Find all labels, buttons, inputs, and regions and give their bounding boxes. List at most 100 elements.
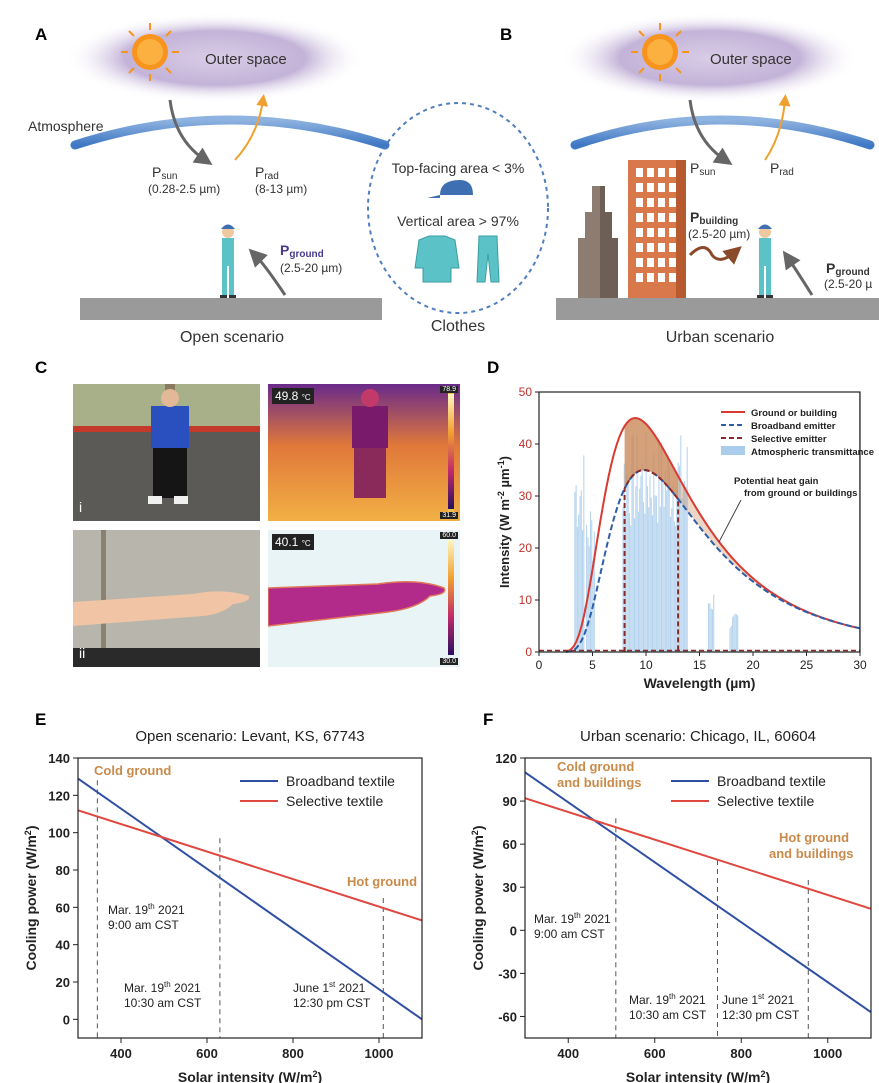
y-tick-label: 100 [48, 826, 70, 841]
series-selective-emitter [623, 469, 680, 652]
plot-frame [77, 757, 423, 1039]
sun-icon-b [631, 23, 689, 81]
transmittance-bar [708, 603, 710, 652]
thermal-arm-graphic [268, 581, 446, 627]
atmosphere-label: Atmosphere [28, 118, 104, 134]
thermal-scale-bar-ii [448, 540, 454, 655]
legend-label: Atmospheric transmittance [751, 447, 874, 458]
building-window [658, 168, 665, 177]
y-tick-label: 40 [519, 437, 533, 451]
series-selective-textile [524, 797, 872, 910]
plot-frame [524, 757, 872, 1039]
psun-arrow-a [168, 99, 213, 165]
transmittance-bar [657, 522, 659, 652]
panel-letter-b: B [500, 25, 512, 44]
transmittance-bar [729, 628, 731, 652]
thermal-min-i: 31.9 [440, 512, 458, 519]
y-tick-label: 120 [495, 751, 517, 766]
transmittance-bar [579, 496, 581, 652]
atmosphere-arc-a [70, 115, 390, 150]
x-tick-label: 15 [693, 658, 707, 672]
x-tick-label: 25 [800, 658, 814, 672]
heat-gain-area [624, 418, 679, 500]
transmittance-bar [591, 520, 593, 652]
prad-range-a: (8-13 µm) [255, 182, 307, 196]
transmittance-bar [637, 511, 639, 652]
building-window [669, 198, 676, 207]
transmittance-bar [653, 453, 655, 652]
chart-title: Open scenario: Levant, KS, 67743 [135, 728, 364, 745]
series-ground-or-building [565, 416, 861, 653]
thermal-max-i: 78.9 [440, 386, 458, 393]
y-tick-label: 50 [519, 385, 533, 399]
photo-arm-visible: ii [73, 530, 260, 667]
transmittance-bar [582, 530, 584, 652]
x-tick-label: 400 [110, 1046, 132, 1061]
building-window [647, 213, 654, 222]
y-tick-label: 10 [519, 593, 533, 607]
psun-range-a: (0.28-2.5 µm) [148, 182, 220, 196]
transmittance-bar [630, 525, 632, 652]
x-tick-label: 10 [639, 658, 653, 672]
building-window [669, 243, 676, 252]
ground-a [80, 298, 382, 320]
transmittance-bar [711, 609, 713, 652]
building-window [658, 258, 665, 267]
building-window [669, 228, 676, 237]
thermal-min-ii: 30.0 [440, 658, 458, 665]
note-time-3-time: 12:30 pm CST [722, 1008, 800, 1022]
transmittance-bar [660, 442, 663, 652]
series-broadband-textile [77, 777, 423, 1021]
psun-arrow-b [688, 99, 733, 165]
x-tick-label: 400 [557, 1046, 579, 1061]
transmittance-bar [580, 490, 582, 652]
x-tick-label: 800 [282, 1046, 304, 1061]
transmittance-bar [635, 486, 637, 652]
space-glow-b [560, 13, 860, 103]
building-window [647, 228, 654, 237]
note-cold-ground: Cold ground [557, 759, 634, 774]
building-window [636, 228, 643, 237]
person-photo-graphic [73, 384, 260, 521]
top-facing-label: Top-facing area < 3% [392, 160, 525, 176]
transmittance-bar [735, 614, 737, 652]
transmittance-bar [654, 495, 656, 652]
building-window [658, 243, 665, 252]
clothes-label: Clothes [431, 318, 485, 335]
panel-letter-f: F [483, 710, 494, 729]
transmittance-bar [730, 625, 732, 652]
transmittance-bar [632, 433, 634, 652]
photo-person-visible: i [73, 384, 260, 521]
transmittance-bar [681, 498, 683, 652]
transmittance-bar [575, 485, 577, 652]
transmittance-bar [686, 447, 688, 652]
building-window [636, 258, 643, 267]
series-broadband-textile [524, 771, 872, 1013]
legend-label: Ground or building [751, 408, 837, 419]
transmittance-bar [639, 488, 641, 652]
building-window [658, 183, 665, 192]
pground-arrow-b [782, 250, 814, 296]
note-time-2-date: Mar. 19th 2021 [629, 992, 706, 1007]
legend-swatch [721, 446, 745, 455]
building-window [669, 183, 676, 192]
building-window [647, 168, 654, 177]
y-tick-label: 60 [503, 837, 517, 852]
thermal-temp-i: 49.8 °C [272, 388, 314, 404]
transmittance-bar [641, 463, 643, 652]
transmittance-bar [732, 617, 734, 652]
transmittance-bar [574, 491, 576, 652]
shirt-icon [414, 235, 460, 283]
x-axis-label: Solar intensity (W/m2) [178, 1069, 322, 1083]
transmittance-bar [583, 455, 585, 652]
note-time-2-time: 10:30 am CST [124, 996, 202, 1010]
pground-range-a: (2.5-20 µm) [280, 261, 342, 275]
thermal-arm: 40.1 °C 60.0 30.0 [268, 530, 460, 667]
annotation-line1: Potential heat gain [734, 476, 819, 487]
y-tick-label: 0 [63, 1012, 70, 1027]
transmittance-bar [593, 531, 595, 652]
transmittance-bar [680, 435, 682, 652]
photo-label-ii: ii [79, 645, 86, 661]
prad-arrow-a [234, 94, 269, 161]
building-window [658, 213, 665, 222]
